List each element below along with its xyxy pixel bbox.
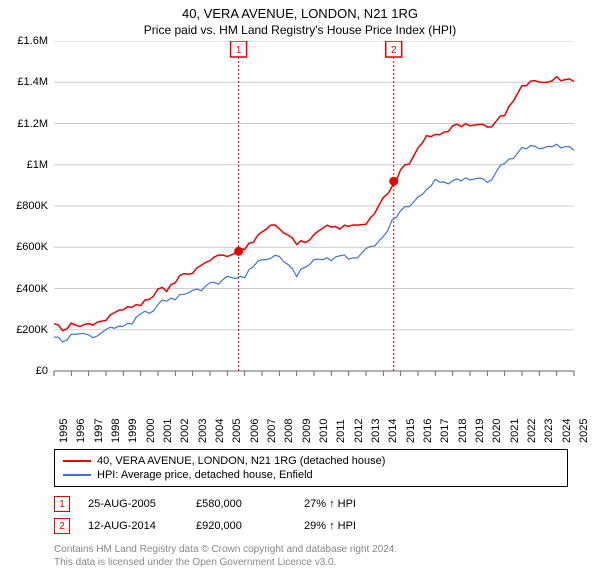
chart-area: 12 £0£200K£400K£600K£800K£1M£1.2M£1.4M£1…	[0, 41, 600, 411]
x-tick-label: 2010	[318, 419, 330, 443]
legend: 40, VERA AVENUE, LONDON, N21 1RG (detach…	[54, 449, 568, 487]
x-tick-label: 2025	[578, 419, 590, 443]
x-tick-label: 1999	[127, 419, 139, 443]
x-tick-label: 2002	[179, 419, 191, 443]
x-tick-label: 2015	[405, 419, 417, 443]
legend-swatch	[63, 460, 91, 462]
x-tick-label: 2016	[422, 419, 434, 443]
chart-svg: 12	[0, 41, 600, 411]
x-tick-label: 2012	[353, 419, 365, 443]
y-tick-label: £1.6M	[0, 35, 48, 47]
sale-hpi-diff: 27% ↑ HPI	[304, 498, 394, 510]
chart-subtitle: Price paid vs. HM Land Registry's House …	[0, 21, 600, 41]
x-tick-label: 2023	[543, 419, 555, 443]
x-tick-label: 2000	[145, 419, 157, 443]
sale-badge: 2	[54, 518, 70, 534]
legend-item: HPI: Average price, detached house, Enfi…	[63, 468, 559, 482]
y-tick-label: £600K	[0, 241, 48, 253]
legend-label: 40, VERA AVENUE, LONDON, N21 1RG (detach…	[97, 455, 385, 467]
sale-row: 1 25-AUG-2005 £580,000 27% ↑ HPI	[54, 493, 568, 515]
x-tick-label: 2003	[197, 419, 209, 443]
x-tick-label: 2004	[214, 419, 226, 443]
x-tick-label: 2020	[491, 419, 503, 443]
sale-date: 12-AUG-2014	[88, 520, 178, 532]
x-tick-label: 2013	[370, 419, 382, 443]
x-tick-label: 2022	[526, 419, 538, 443]
x-tick-label: 2007	[266, 419, 278, 443]
sale-hpi-diff: 29% ↑ HPI	[304, 520, 394, 532]
chart-container: 40, VERA AVENUE, LONDON, N21 1RG Price p…	[0, 0, 600, 560]
y-tick-label: £400K	[0, 283, 48, 295]
x-tick-label: 2001	[162, 419, 174, 443]
x-tick-label: 2019	[474, 419, 486, 443]
sale-price: £920,000	[196, 520, 286, 532]
sales-table: 1 25-AUG-2005 £580,000 27% ↑ HPI 2 12-AUG-201…	[54, 493, 568, 537]
svg-text:2: 2	[391, 45, 397, 56]
footer-line2: This data is licensed under the Open Gov…	[54, 556, 568, 569]
legend-item: 40, VERA AVENUE, LONDON, N21 1RG (detach…	[63, 454, 559, 468]
x-tick-label: 2021	[509, 419, 521, 443]
sale-row: 2 12-AUG-2014 £920,000 29% ↑ HPI	[54, 515, 568, 537]
x-tick-label: 2008	[283, 419, 295, 443]
sale-price: £580,000	[196, 498, 286, 510]
x-tick-label: 1995	[58, 419, 70, 443]
x-tick-label: 2009	[301, 419, 313, 443]
legend-swatch	[63, 474, 91, 476]
x-tick-label: 2011	[335, 419, 347, 443]
y-tick-label: £200K	[0, 324, 48, 336]
sale-date: 25-AUG-2005	[88, 498, 178, 510]
x-tick-label: 2017	[439, 419, 451, 443]
y-tick-label: £1M	[0, 159, 48, 171]
x-tick-label: 1996	[75, 419, 87, 443]
footer-line1: Contains HM Land Registry data © Crown c…	[54, 543, 568, 556]
footer: Contains HM Land Registry data © Crown c…	[54, 543, 568, 569]
x-tick-label: 2006	[249, 419, 261, 443]
x-tick-label: 2024	[561, 419, 573, 443]
chart-title: 40, VERA AVENUE, LONDON, N21 1RG	[0, 0, 600, 21]
x-tick-label: 2014	[387, 419, 399, 443]
x-tick-label: 1997	[93, 419, 105, 443]
y-tick-label: £1.2M	[0, 118, 48, 130]
x-axis-labels: 1995 1996 1997 1998 1999 2000 2001 2002 2003 2004…	[0, 411, 600, 445]
x-tick-label: 2018	[457, 419, 469, 443]
x-tick-label: 2005	[231, 419, 243, 443]
sale-badge: 1	[54, 496, 70, 512]
legend-label: HPI: Average price, detached house, Enfi…	[97, 469, 313, 481]
svg-text:1: 1	[236, 45, 242, 56]
y-tick-label: £1.4M	[0, 76, 48, 88]
y-tick-label: £0	[0, 365, 48, 377]
y-tick-label: £800K	[0, 200, 48, 212]
x-tick-label: 1998	[110, 419, 122, 443]
